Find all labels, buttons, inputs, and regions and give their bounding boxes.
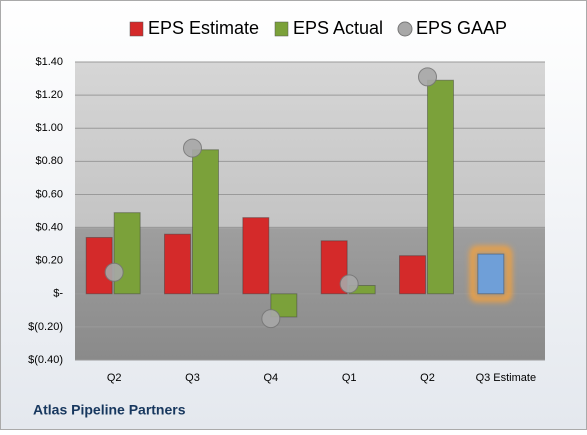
y-tick-label: $1.20: [35, 89, 63, 101]
y-tick-label: $(0.40): [28, 354, 63, 366]
x-tick-label: Q2: [420, 372, 435, 384]
x-tick-label: Q3 Estimate: [476, 372, 537, 384]
legend-swatch: [397, 21, 413, 37]
gaap-marker: [183, 138, 202, 158]
y-tick-label: $0.60: [35, 188, 63, 200]
legend-swatch: [274, 21, 289, 37]
legend-swatch: [129, 21, 144, 37]
y-tick-label: $1.00: [35, 122, 63, 134]
gaap-marker: [418, 67, 437, 87]
x-tick-label: Q4: [263, 372, 278, 384]
x-tick-label: Q1: [342, 372, 357, 384]
gaap-marker: [261, 309, 281, 329]
plot-area: [75, 62, 545, 360]
x-tick-label: Q2: [107, 372, 122, 384]
legend-label: EPS Estimate: [148, 18, 259, 38]
bar: [242, 217, 270, 295]
bar: [399, 255, 426, 295]
legend-label: EPS GAAP: [416, 18, 507, 38]
bar: [270, 293, 298, 318]
x-tick-label: Q3: [185, 372, 200, 384]
y-tick-label: $0.20: [35, 255, 63, 267]
bar: [164, 233, 191, 295]
bar: [113, 212, 141, 295]
legend-label: EPS Actual: [293, 18, 383, 38]
y-tick-label: $1.40: [35, 56, 63, 68]
y-tick-label: $-: [53, 288, 63, 300]
chart-title: Atlas Pipeline Partners: [33, 402, 186, 418]
highlight-glow: [469, 246, 512, 302]
y-tick-label: $(0.20): [28, 321, 63, 333]
gaap-marker: [339, 274, 359, 294]
y-tick-label: $0.40: [35, 221, 63, 233]
bar: [427, 79, 454, 295]
bar: [192, 149, 219, 295]
bar: [477, 253, 505, 295]
y-tick-label: $0.80: [35, 155, 63, 167]
gaap-marker: [104, 262, 124, 282]
